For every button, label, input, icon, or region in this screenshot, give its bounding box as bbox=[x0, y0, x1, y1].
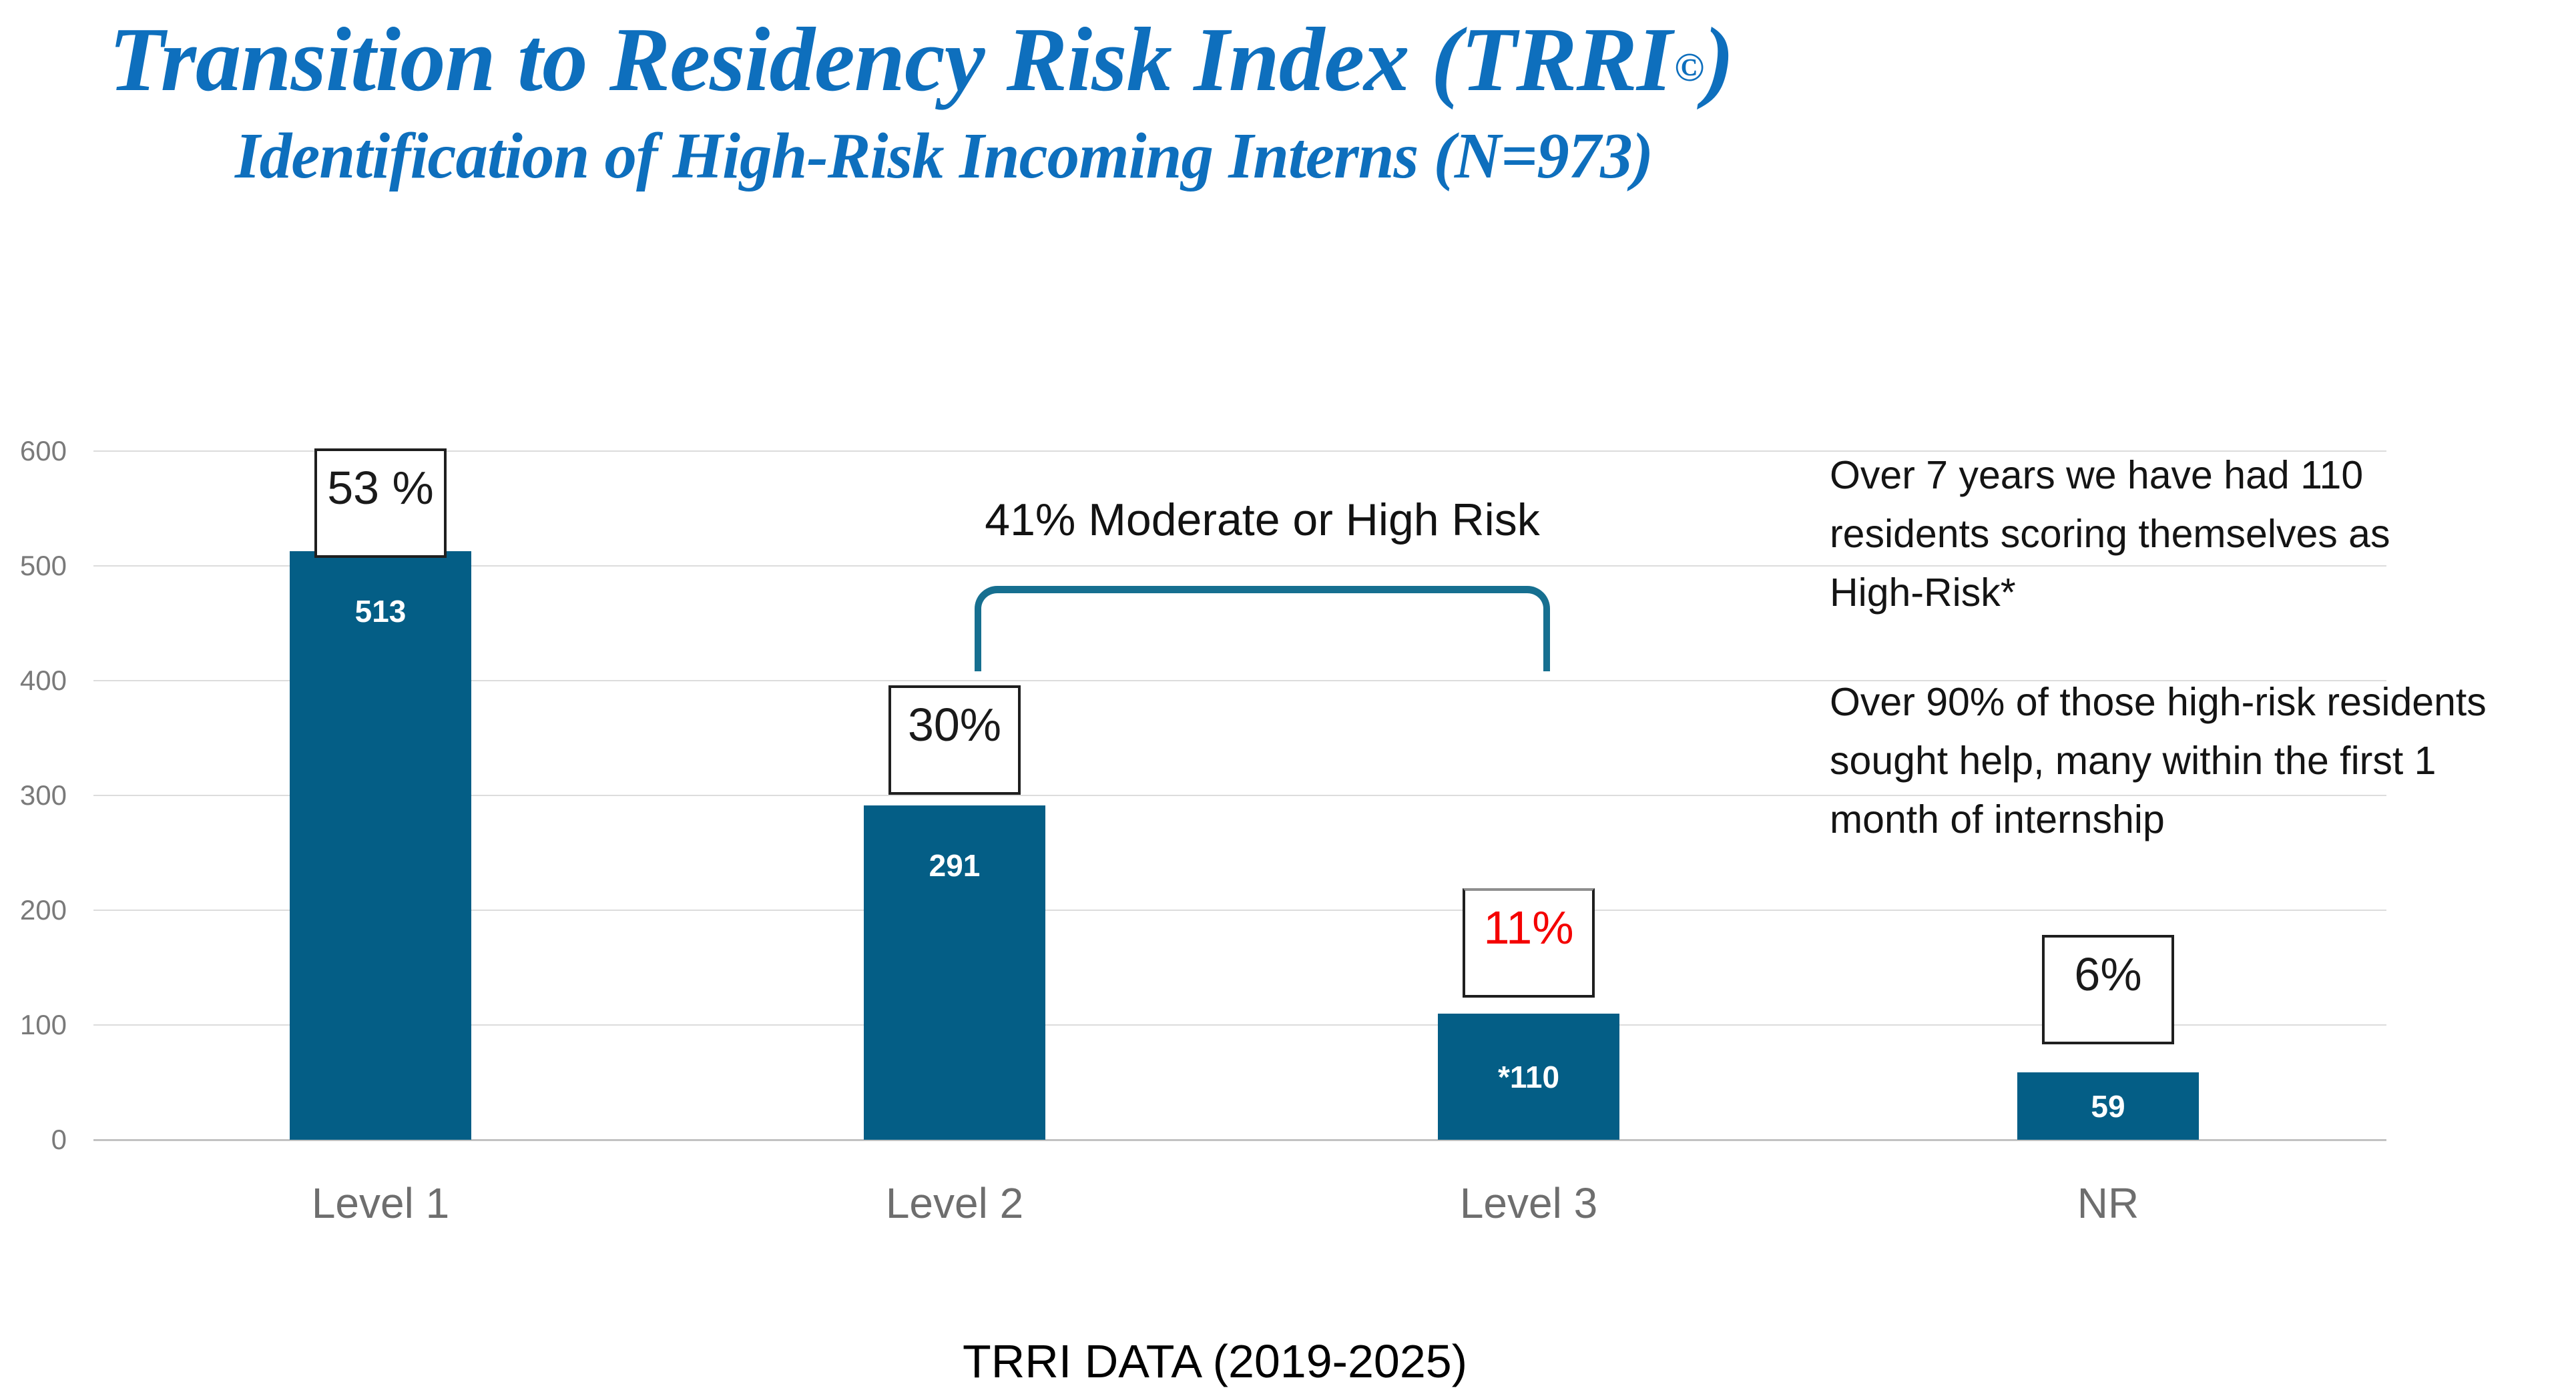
y-tick-label: 500 bbox=[19, 550, 67, 581]
note-line: Over 7 years we have had 110 bbox=[1830, 453, 2364, 497]
slide-title: Transition to Residency Risk Index (TRRI… bbox=[109, 7, 1734, 112]
y-tick-label: 400 bbox=[19, 665, 67, 696]
gridline bbox=[93, 910, 2386, 911]
percent-callout-box: 30% bbox=[888, 685, 1021, 795]
bar bbox=[290, 551, 471, 1140]
bar bbox=[864, 805, 1045, 1140]
category-label: Level 3 bbox=[1459, 1179, 1598, 1227]
percent-label: 11% bbox=[1483, 902, 1574, 954]
note-line: Over 90% of those high-risk residents bbox=[1830, 680, 2487, 724]
bar-value-label: 513 bbox=[354, 594, 407, 629]
moderate-high-risk-bracket bbox=[975, 586, 1550, 671]
gridline bbox=[93, 450, 2386, 452]
bar bbox=[2017, 1072, 2199, 1140]
bar bbox=[1438, 1014, 1619, 1140]
y-tick-label: 600 bbox=[19, 435, 67, 466]
bar-value-label: 59 bbox=[2091, 1088, 2125, 1124]
percent-label: 30% bbox=[907, 699, 1002, 751]
note-line: month of internship bbox=[1830, 797, 2165, 841]
note-line: residents scoring themselves as bbox=[1830, 512, 2390, 556]
bar-value-label: 291 bbox=[929, 848, 981, 883]
percent-label: 6% bbox=[2074, 948, 2142, 1000]
side-note-text: Over 7 years we have had 110 residents s… bbox=[1830, 446, 2487, 849]
slide-title-close: ) bbox=[1704, 9, 1734, 110]
note-line: High-Risk* bbox=[1830, 571, 2016, 615]
category-label: NR bbox=[2077, 1179, 2139, 1227]
y-tick-label: 200 bbox=[19, 894, 67, 926]
gridline bbox=[93, 680, 2386, 681]
percent-label: 53 % bbox=[327, 462, 434, 514]
slide-title-text: Transition to Residency Risk Index (TRRI bbox=[109, 9, 1672, 110]
category-label: Level 1 bbox=[311, 1179, 450, 1227]
percent-callout-box: 11% bbox=[1463, 888, 1595, 998]
x-axis-line bbox=[93, 1139, 2386, 1141]
percent-callout-box: 6% bbox=[2042, 935, 2174, 1044]
y-tick-label: 100 bbox=[19, 1009, 67, 1040]
copyright-mark: © bbox=[1674, 45, 1704, 90]
percent-callout-box: 53 % bbox=[314, 448, 447, 558]
y-tick-label: 300 bbox=[19, 779, 67, 811]
slide-subtitle: Identification of High-Risk Incoming Int… bbox=[235, 120, 1653, 192]
chart-caption: TRRI DATA (2019-2025) bbox=[962, 1335, 1468, 1387]
note-line: sought help, many within the first 1 bbox=[1830, 739, 2436, 783]
gridline bbox=[93, 565, 2386, 567]
y-tick-label: 0 bbox=[51, 1124, 67, 1155]
bracket-label: 41% Moderate or High Risk bbox=[985, 494, 1540, 545]
category-label: Level 2 bbox=[885, 1179, 1024, 1227]
gridline bbox=[93, 795, 2386, 796]
gridline bbox=[93, 1024, 2386, 1026]
bar-value-label: *110 bbox=[1497, 1059, 1560, 1094]
